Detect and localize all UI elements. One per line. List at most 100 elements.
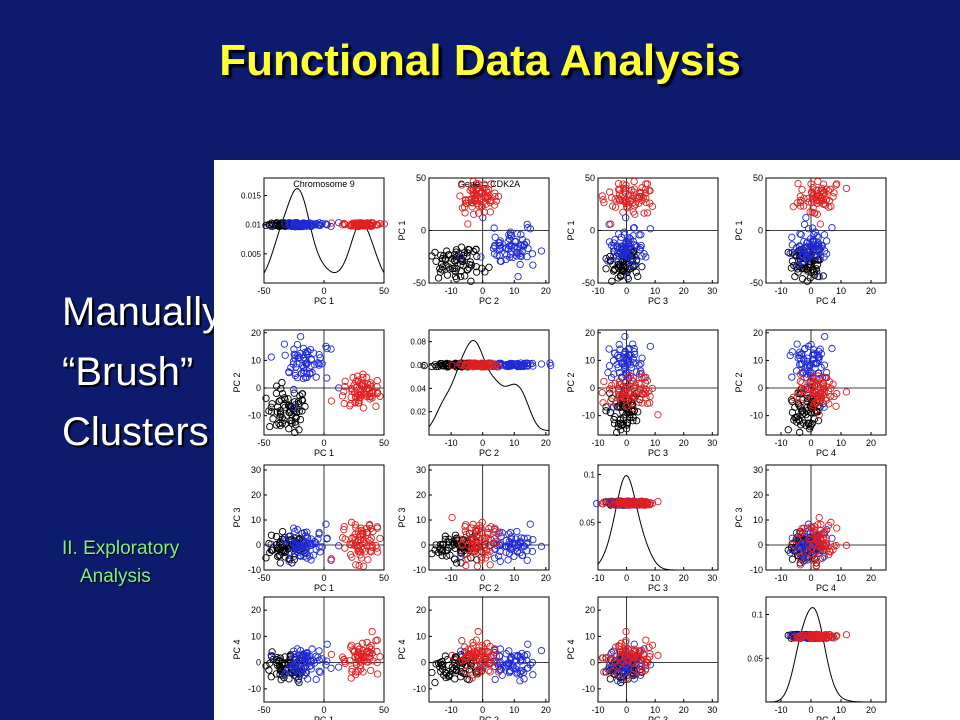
y-tick-label: 0: [256, 383, 261, 393]
y-tick-label: -10: [413, 684, 426, 694]
data-point: [358, 219, 367, 227]
x-axis-label: PC 2: [479, 715, 499, 720]
x-tick-label: 50: [379, 286, 389, 296]
data-point: [341, 659, 349, 668]
data-point: [623, 204, 631, 212]
data-point: [524, 539, 532, 547]
data-point: [523, 253, 531, 261]
x-tick-label: 0: [624, 286, 629, 296]
data-point: [811, 409, 819, 417]
data-point: [816, 631, 825, 639]
data-point: [472, 268, 481, 276]
data-point: [635, 398, 643, 406]
data-point: [624, 345, 632, 354]
y-tick-label: 10: [251, 631, 261, 641]
data-point: [432, 362, 440, 371]
data-point: [646, 650, 654, 658]
data-point: [351, 521, 359, 529]
data-point: [786, 249, 794, 258]
data-point: [632, 359, 640, 367]
x-tick-label: 50: [379, 438, 389, 448]
data-point: [503, 251, 511, 259]
data-point: [804, 391, 812, 399]
data-point: [269, 415, 277, 423]
data-point: [599, 196, 607, 204]
data-point: [438, 260, 446, 268]
y-tick-label: 30: [753, 465, 763, 475]
data-point: [303, 222, 311, 230]
data-point: [457, 243, 466, 251]
data-point: [625, 234, 633, 242]
data-point: [817, 194, 825, 203]
x-axis-label: PC 4: [816, 715, 836, 720]
y-axis-label: PC 1: [566, 220, 576, 240]
data-point: [287, 363, 295, 372]
y-tick-label: 0: [590, 226, 595, 236]
data-point: [487, 359, 495, 367]
data-point: [504, 662, 512, 670]
data-point: [491, 545, 499, 553]
data-point: [483, 546, 491, 554]
bullet-clusters: Clusters: [62, 410, 209, 454]
data-point: [502, 255, 510, 264]
y-tick-label: 0: [256, 540, 261, 550]
data-point: [810, 268, 819, 276]
data-point: [494, 668, 503, 676]
data-point: [631, 210, 639, 218]
data-point: [607, 497, 616, 505]
x-tick-label: -50: [257, 705, 270, 715]
data-point: [529, 671, 537, 679]
data-point: [365, 392, 374, 401]
y-tick-label: 0: [256, 658, 261, 668]
data-point: [632, 257, 641, 266]
x-tick-label: -10: [591, 286, 604, 296]
data-point: [438, 266, 446, 274]
bullet-brush: “Brush”: [62, 350, 194, 394]
data-point: [341, 377, 349, 385]
data-point: [293, 666, 301, 674]
data-point: [303, 369, 311, 378]
data-point: [323, 344, 331, 353]
data-point: [790, 261, 798, 270]
data-point: [483, 188, 492, 196]
data-point: [821, 332, 829, 341]
data-point: [794, 400, 802, 408]
data-point: [517, 534, 525, 542]
data-point: [631, 261, 639, 269]
data-point: [452, 536, 461, 544]
data-point: [803, 357, 811, 366]
data-point: [280, 340, 289, 348]
data-point: [442, 673, 450, 682]
data-point: [340, 526, 348, 534]
data-point: [281, 548, 290, 556]
data-point: [793, 340, 801, 348]
data-point: [819, 196, 828, 205]
data-point: [484, 657, 492, 666]
data-point: [464, 220, 472, 228]
data-point: [618, 662, 626, 670]
data-point: [327, 650, 336, 659]
data-point: [619, 670, 627, 678]
y-tick-label: 0: [421, 226, 426, 236]
data-point: [291, 369, 300, 378]
data-point: [640, 655, 648, 663]
data-point: [506, 655, 515, 663]
data-point: [796, 561, 805, 569]
data-point: [642, 636, 650, 644]
data-point: [303, 373, 311, 382]
data-point: [811, 228, 819, 236]
data-point: [289, 647, 298, 655]
data-point: [458, 657, 467, 665]
data-point: [293, 360, 301, 368]
data-point: [528, 547, 537, 556]
data-point: [491, 189, 499, 197]
data-point: [467, 277, 475, 285]
data-point: [323, 640, 331, 648]
data-point: [290, 221, 298, 229]
x-tick-label: 30: [707, 438, 717, 448]
x-tick-label: 20: [679, 438, 689, 448]
data-point: [473, 527, 481, 536]
data-point: [518, 656, 527, 665]
data-point: [842, 541, 851, 550]
data-point: [335, 542, 343, 550]
